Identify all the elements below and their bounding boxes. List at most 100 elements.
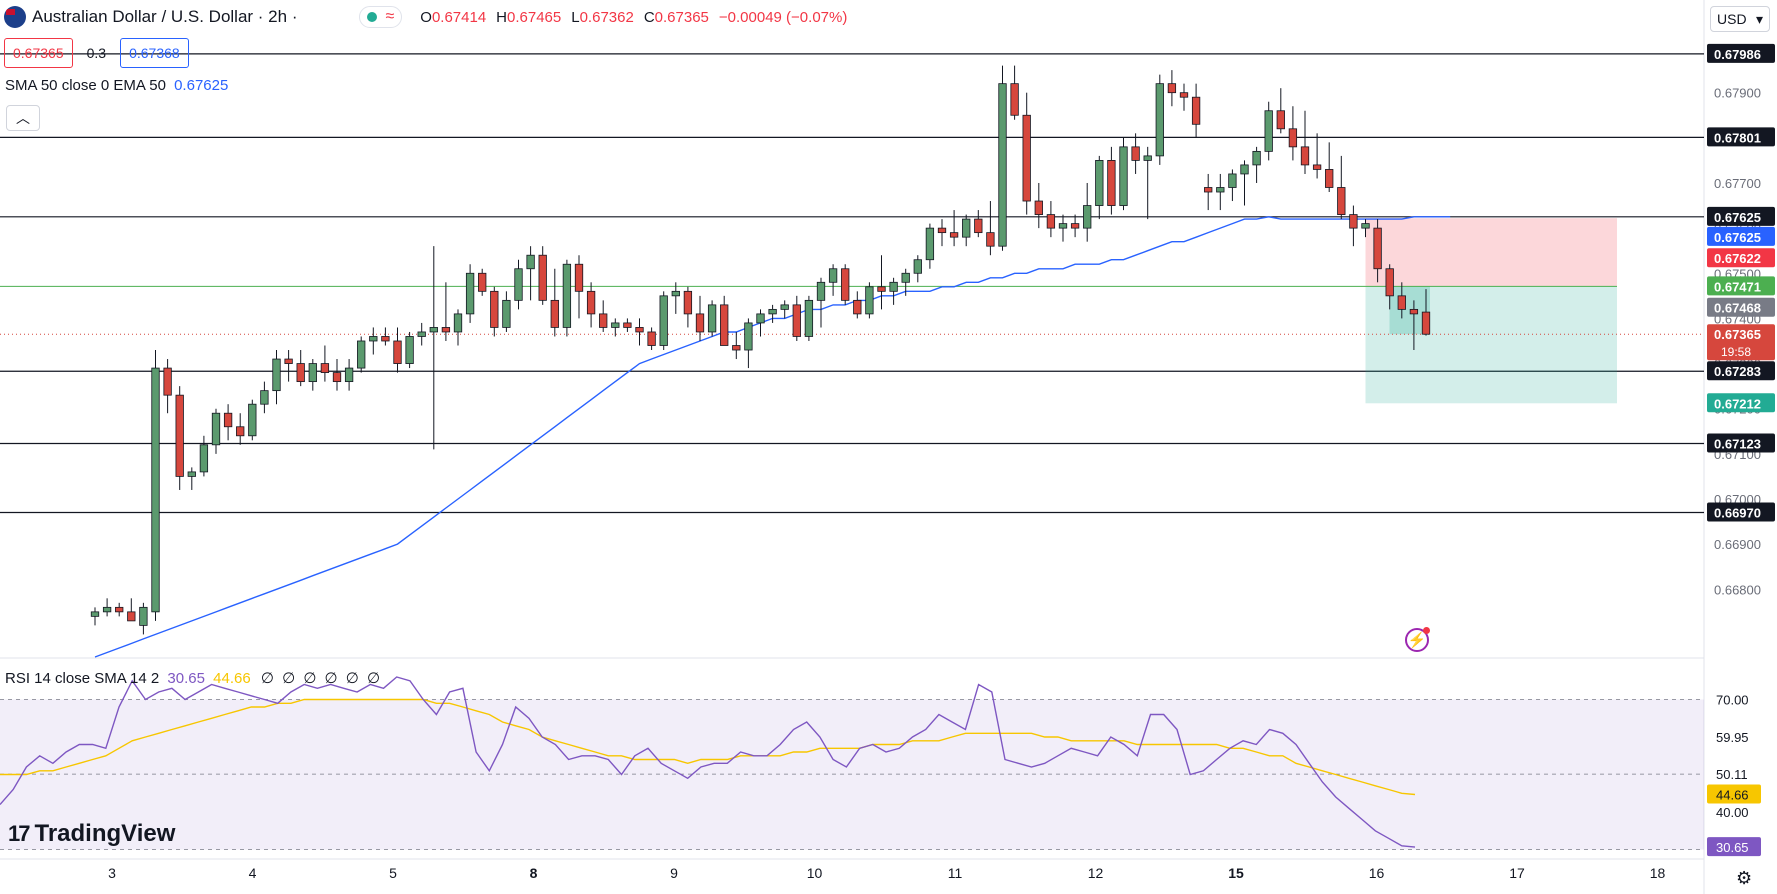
candle (1155, 74, 1164, 165)
price-tag-bg (1707, 43, 1775, 63)
candle-body (695, 313, 705, 333)
time-axis-tick: 17 (1509, 865, 1525, 881)
candle (465, 264, 475, 323)
candle-body (1252, 150, 1261, 166)
time-axis-tick: 9 (670, 865, 678, 881)
candle (574, 255, 584, 319)
candle (102, 598, 112, 617)
price-tag: 0.67123 (1707, 433, 1775, 453)
price-tag: 0.67625 (1707, 206, 1775, 226)
price-tag: 0.67801 (1707, 127, 1775, 147)
rsi-axis-tick: 70.00 (1716, 693, 1749, 708)
candle (1361, 219, 1370, 238)
candle-body (683, 290, 693, 315)
rsi-legend[interactable]: RSI 14 close SMA 14 2 30.65 44.66 ∅ ∅ ∅ … (5, 669, 382, 687)
price-tag: 0.67625 (1707, 226, 1775, 246)
candle-body (357, 340, 366, 369)
candle-body (611, 322, 620, 328)
candle (586, 282, 596, 328)
rsi-line (0, 676, 1416, 848)
candle (913, 255, 922, 283)
candle-body (1095, 160, 1104, 206)
price-tag-bg (1707, 361, 1775, 381)
price-tag-label: 0.67622 (1714, 251, 1761, 266)
candle (478, 268, 487, 296)
rsi-tag-label: 44.66 (1716, 788, 1749, 803)
time-axis-tick: 5 (389, 865, 397, 881)
price-tag-bg (1707, 297, 1775, 317)
price-tag-bg (1707, 393, 1775, 413)
candle-body (865, 286, 874, 315)
rsi-legend-empty-values: ∅ ∅ ∅ ∅ ∅ ∅ (260, 670, 383, 687)
candle-body (1131, 146, 1140, 161)
price-axis-tick: 0.66900 (1714, 537, 1761, 552)
currency-select[interactable]: USD ▾ (1710, 6, 1770, 32)
price-tag: 0.66970 (1707, 502, 1775, 522)
candle-body (986, 232, 995, 247)
sell-price-button[interactable]: 0.67365 (4, 38, 73, 68)
candle-body (1167, 83, 1177, 94)
candle (707, 300, 717, 337)
ohlc-key: O (420, 8, 432, 26)
candle-body (671, 290, 680, 297)
candle (236, 413, 245, 445)
time-axis-tick: 12 (1088, 865, 1104, 881)
candle-body (889, 281, 898, 292)
candle (828, 264, 838, 296)
candle-body (853, 299, 862, 315)
price-tag-label: 0.67365 (1714, 327, 1761, 342)
candle (199, 435, 209, 477)
candle-body (937, 227, 947, 234)
price-tag: 0.67212 (1707, 393, 1775, 413)
candle (1385, 264, 1394, 310)
candle (381, 327, 390, 346)
price-axis-tick: 0.67900 (1714, 86, 1761, 101)
candle-body (223, 412, 233, 428)
candle-body (1070, 223, 1080, 229)
ohlc-item: O0.67414 (420, 9, 486, 26)
candle-body (659, 295, 668, 346)
rsi-axis-tick: 59.95 (1716, 730, 1749, 745)
candle-body (1143, 155, 1152, 161)
symbol-title[interactable]: Australian Dollar / U.S. Dollar · 2h · (32, 7, 298, 26)
candle (1264, 101, 1273, 161)
candle-body (151, 367, 160, 613)
settings-gear-icon[interactable]: ⚙ (1736, 868, 1753, 888)
currency-label: USD (1717, 11, 1747, 27)
tradingview-logo-icon: 17 (8, 821, 31, 846)
candle-body (417, 331, 426, 337)
candle (550, 268, 559, 337)
candle (357, 336, 366, 373)
candle-body (320, 363, 330, 373)
candle-body (526, 254, 535, 270)
price-tag-bg (1707, 276, 1775, 296)
ohlc-item: L0.67362 (571, 9, 634, 26)
lightning-alert-icon[interactable]: ⚡ (1405, 627, 1430, 652)
candle (1022, 92, 1031, 215)
candle-body (381, 336, 390, 342)
price-tag: 0.67471 (1707, 276, 1775, 296)
tradingview-logo[interactable]: 17 TradingView (8, 820, 175, 848)
sma-legend[interactable]: SMA 50 close 0 EMA 50 0.67625 (5, 77, 228, 94)
take-profit-zone (1365, 286, 1617, 404)
price-tag-label: 0.67123 (1714, 436, 1761, 451)
candle-body (502, 299, 511, 328)
candle-body (1228, 173, 1237, 188)
candle (1179, 83, 1189, 111)
candle (248, 399, 257, 441)
candle (925, 223, 935, 269)
candle-body (720, 304, 729, 346)
candle-body (828, 268, 838, 283)
rsi-tag: 30.65 (1707, 837, 1761, 857)
buy-price-button[interactable]: 0.67368 (120, 38, 189, 68)
candle (635, 318, 644, 346)
candle (284, 350, 293, 382)
candle (332, 359, 342, 391)
price-tag: 0.67986 (1707, 43, 1775, 63)
candle-body (1083, 205, 1092, 229)
candle (1046, 201, 1056, 238)
market-status-badge[interactable]: ≈ (359, 6, 403, 28)
candle-body (635, 327, 644, 333)
collapse-legend-button[interactable]: ︿ (6, 105, 40, 131)
